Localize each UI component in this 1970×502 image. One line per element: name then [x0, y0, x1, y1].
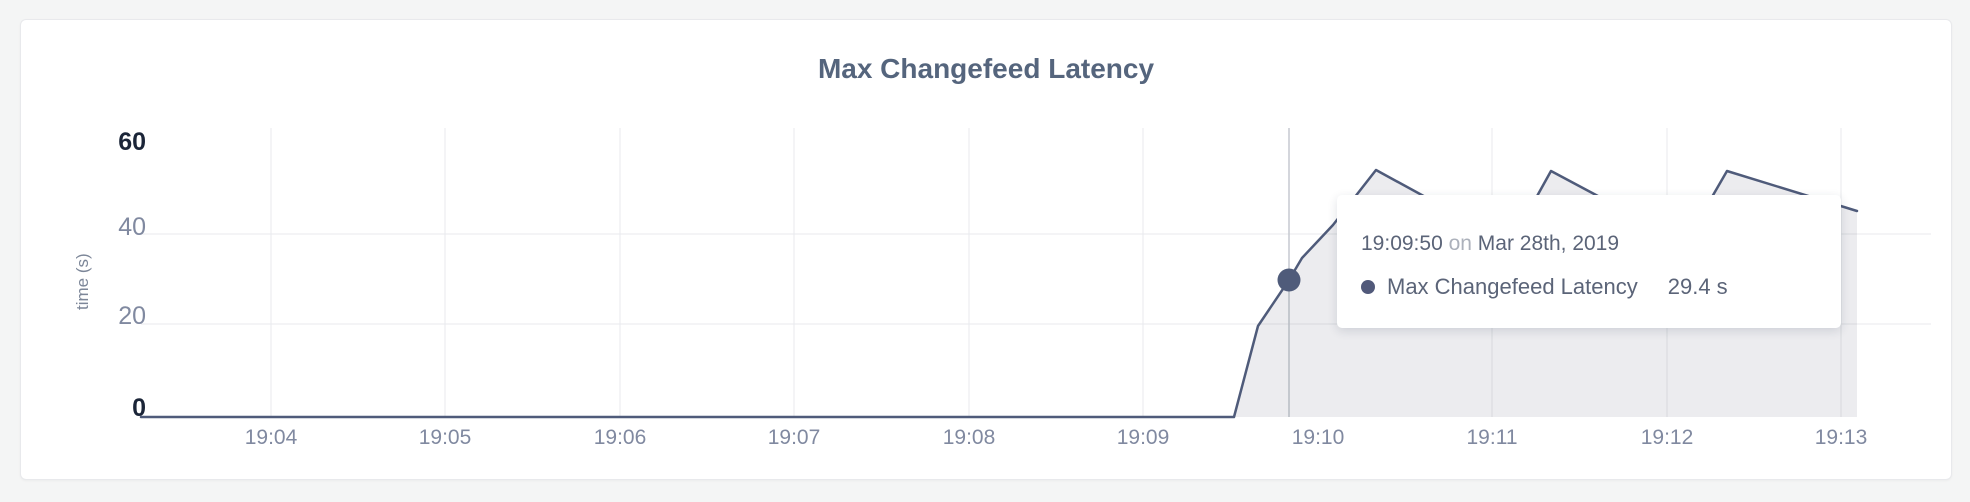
svg-text:19:10: 19:10: [1292, 426, 1345, 449]
svg-text:60: 60: [118, 128, 146, 156]
svg-text:19:05: 19:05: [419, 426, 472, 449]
svg-text:19:09: 19:09: [1117, 426, 1170, 449]
svg-text:20: 20: [118, 302, 146, 330]
svg-text:19:06: 19:06: [594, 426, 647, 449]
svg-text:19:08: 19:08: [943, 426, 996, 449]
svg-text:40: 40: [118, 213, 146, 241]
svg-text:19:04: 19:04: [245, 426, 298, 449]
svg-text:19:12: 19:12: [1641, 426, 1694, 449]
svg-text:19:07: 19:07: [768, 426, 821, 449]
svg-text:19:13: 19:13: [1815, 426, 1868, 449]
svg-text:0: 0: [132, 394, 146, 422]
svg-text:19:11: 19:11: [1467, 426, 1518, 449]
